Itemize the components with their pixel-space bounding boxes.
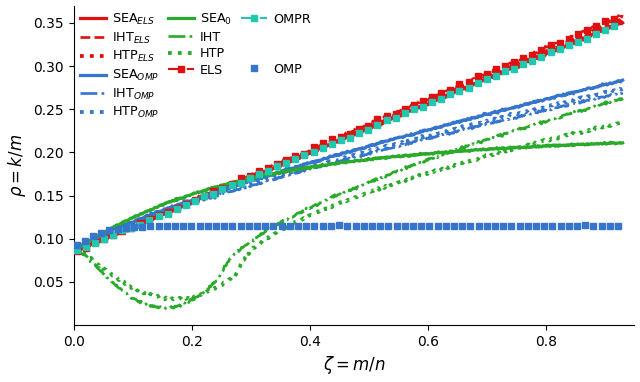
X-axis label: $\zeta = m/n$: $\zeta = m/n$ xyxy=(323,354,385,376)
Legend: SEA$_{ELS}$, IHT$_{ELS}$, HTP$_{ELS}$, SEA$_{OMP}$, IHT$_{OMP}$, HTP$_{OMP}$, SE: SEA$_{ELS}$, IHT$_{ELS}$, HTP$_{ELS}$, S… xyxy=(77,10,314,123)
Y-axis label: $\rho = k/m$: $\rho = k/m$ xyxy=(6,134,28,197)
